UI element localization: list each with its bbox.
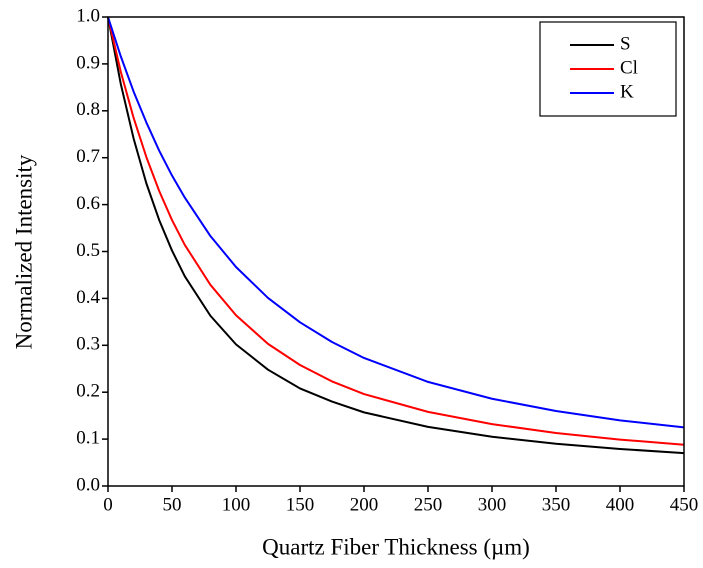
y-axis-title: Normalized Intensity bbox=[11, 154, 36, 349]
y-tick-label: 0.9 bbox=[76, 52, 100, 73]
series-line bbox=[107, 16, 685, 429]
y-tick-label: 0.6 bbox=[76, 193, 100, 214]
y-tick-label: 0.2 bbox=[76, 381, 100, 402]
x-tick-label: 350 bbox=[542, 494, 571, 515]
x-tick-label: 250 bbox=[414, 494, 443, 515]
x-tick-label: 0 bbox=[103, 494, 113, 515]
legend-label: Cl bbox=[620, 57, 638, 78]
x-tick-label: 200 bbox=[350, 494, 379, 515]
x-axis-title: Quartz Fiber Thickness (µm) bbox=[262, 534, 530, 559]
legend-label: K bbox=[620, 81, 634, 102]
y-tick-label: 1.0 bbox=[76, 5, 100, 26]
y-tick-label: 0.5 bbox=[76, 240, 100, 261]
x-tick-label: 50 bbox=[163, 494, 182, 515]
y-tick-label: 0.8 bbox=[76, 99, 100, 120]
x-tick-label: 150 bbox=[286, 494, 315, 515]
x-tick-label: 400 bbox=[606, 494, 635, 515]
series-line bbox=[107, 16, 685, 455]
y-tick-label: 0.3 bbox=[76, 334, 100, 355]
y-tick-label: 0.1 bbox=[76, 427, 100, 448]
y-tick-label: 0.7 bbox=[76, 146, 100, 167]
x-tick-label: 300 bbox=[478, 494, 507, 515]
legend-label: S bbox=[620, 33, 631, 54]
y-tick-label: 0.0 bbox=[76, 474, 100, 495]
x-tick-label: 100 bbox=[222, 494, 251, 515]
y-tick-label: 0.4 bbox=[76, 287, 100, 308]
series-line bbox=[107, 16, 685, 446]
x-tick-label: 450 bbox=[670, 494, 699, 515]
plot-frame bbox=[107, 16, 685, 487]
